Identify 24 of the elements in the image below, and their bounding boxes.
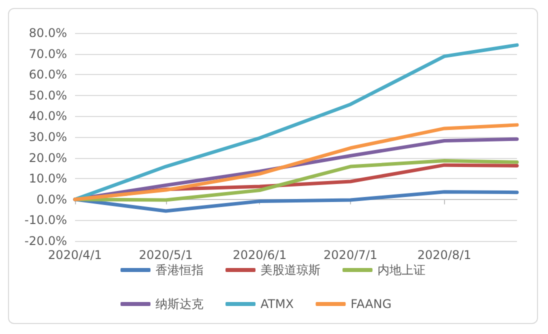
- x-tick-label: 2020/7/1: [324, 248, 378, 262]
- x-tick-label: 2020/8/1: [417, 248, 472, 262]
- line-series: [73, 123, 519, 202]
- y-tick-label: -20.0%: [24, 234, 67, 248]
- legend-label: ATMX: [260, 297, 294, 311]
- legend-label: FAANG: [350, 297, 392, 311]
- x-tick-label: 2020/4/1: [48, 248, 102, 262]
- x-tick-label: 2020/5/1: [138, 248, 193, 262]
- y-tick-label: 10.0%: [28, 172, 67, 186]
- y-tick-label: 80.0%: [28, 26, 67, 40]
- y-tick-label: 70.0%: [28, 46, 67, 61]
- legend-label: 美股道琼斯: [260, 263, 320, 277]
- y-tick-label: -10.0%: [24, 213, 67, 228]
- legend-label: 纳斯达克: [156, 297, 204, 311]
- y-tick-label: 50.0%: [28, 88, 67, 102]
- y-tick-label: 40.0%: [28, 109, 67, 124]
- legend-label: 内地上证: [378, 263, 426, 277]
- y-tick-label: 30.0%: [28, 130, 67, 144]
- line-series: [73, 190, 519, 213]
- y-tick-label: 20.0%: [28, 150, 67, 165]
- x-tick-label: 2020/6/1: [232, 248, 287, 262]
- y-tick-label: 60.0%: [28, 68, 67, 82]
- y-tick-label: 0.0%: [36, 192, 67, 206]
- legend-label: 香港恒指: [156, 263, 204, 277]
